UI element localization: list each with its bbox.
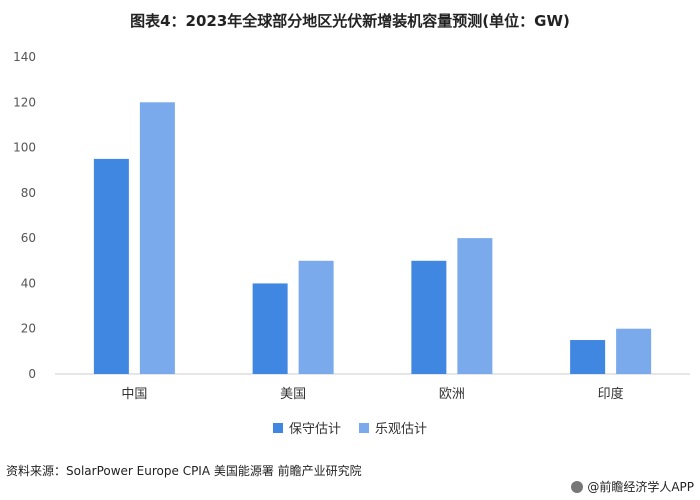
- legend-swatch-conservative: [272, 422, 283, 433]
- bar-optimistic: [139, 102, 175, 375]
- legend-swatch-optimistic: [359, 422, 369, 433]
- bars: [93, 102, 652, 375]
- brand-credit: @前瞻经济学人APP: [571, 478, 694, 495]
- brand-logo-icon: [571, 480, 584, 493]
- bar-optimistic: [298, 260, 334, 374]
- x-axis: 中国 美国 欧洲 印度: [121, 386, 623, 402]
- bar-optimistic: [616, 328, 652, 374]
- y-tick-label: 100: [13, 141, 36, 155]
- bar-optimistic: [457, 238, 493, 374]
- brand-text: @前瞻经济学人APP: [587, 480, 694, 494]
- x-category-label: 印度: [598, 386, 624, 402]
- bar-conservative: [411, 260, 447, 374]
- legend-item-conservative: 保守估计: [272, 418, 341, 437]
- y-tick-label: 20: [21, 322, 36, 336]
- y-tick-label: 120: [13, 95, 36, 109]
- bar-conservative: [252, 283, 288, 374]
- legend-label-conservative: 保守估计: [288, 422, 341, 437]
- x-category-label: 中国: [121, 387, 147, 402]
- y-tick-label: 0: [28, 367, 36, 381]
- legend-item-optimistic: 乐观估计: [359, 418, 427, 437]
- bar-chart: 0 20 40 60 80 100 120 140 中国 美国 欧洲 印度: [13, 50, 690, 402]
- bar-conservative: [93, 158, 129, 374]
- y-tick-label: 80: [21, 186, 36, 200]
- bar-conservative: [570, 340, 606, 374]
- chart-title: 图表4：2023年全球部分地区光伏新增装机容量预测(单位：GW): [130, 12, 570, 30]
- y-tick-label: 140: [13, 50, 36, 64]
- legend: 保守估计 乐观估计: [0, 418, 700, 437]
- source-note: 资料来源：SolarPower Europe CPIA 美国能源署 前瞻产业研究…: [6, 464, 362, 478]
- y-tick-label: 40: [21, 276, 36, 290]
- x-category-label: 美国: [280, 387, 306, 402]
- y-tick-label: 60: [21, 231, 36, 245]
- legend-label-optimistic: 乐观估计: [375, 422, 428, 437]
- x-category-label: 欧洲: [439, 387, 465, 402]
